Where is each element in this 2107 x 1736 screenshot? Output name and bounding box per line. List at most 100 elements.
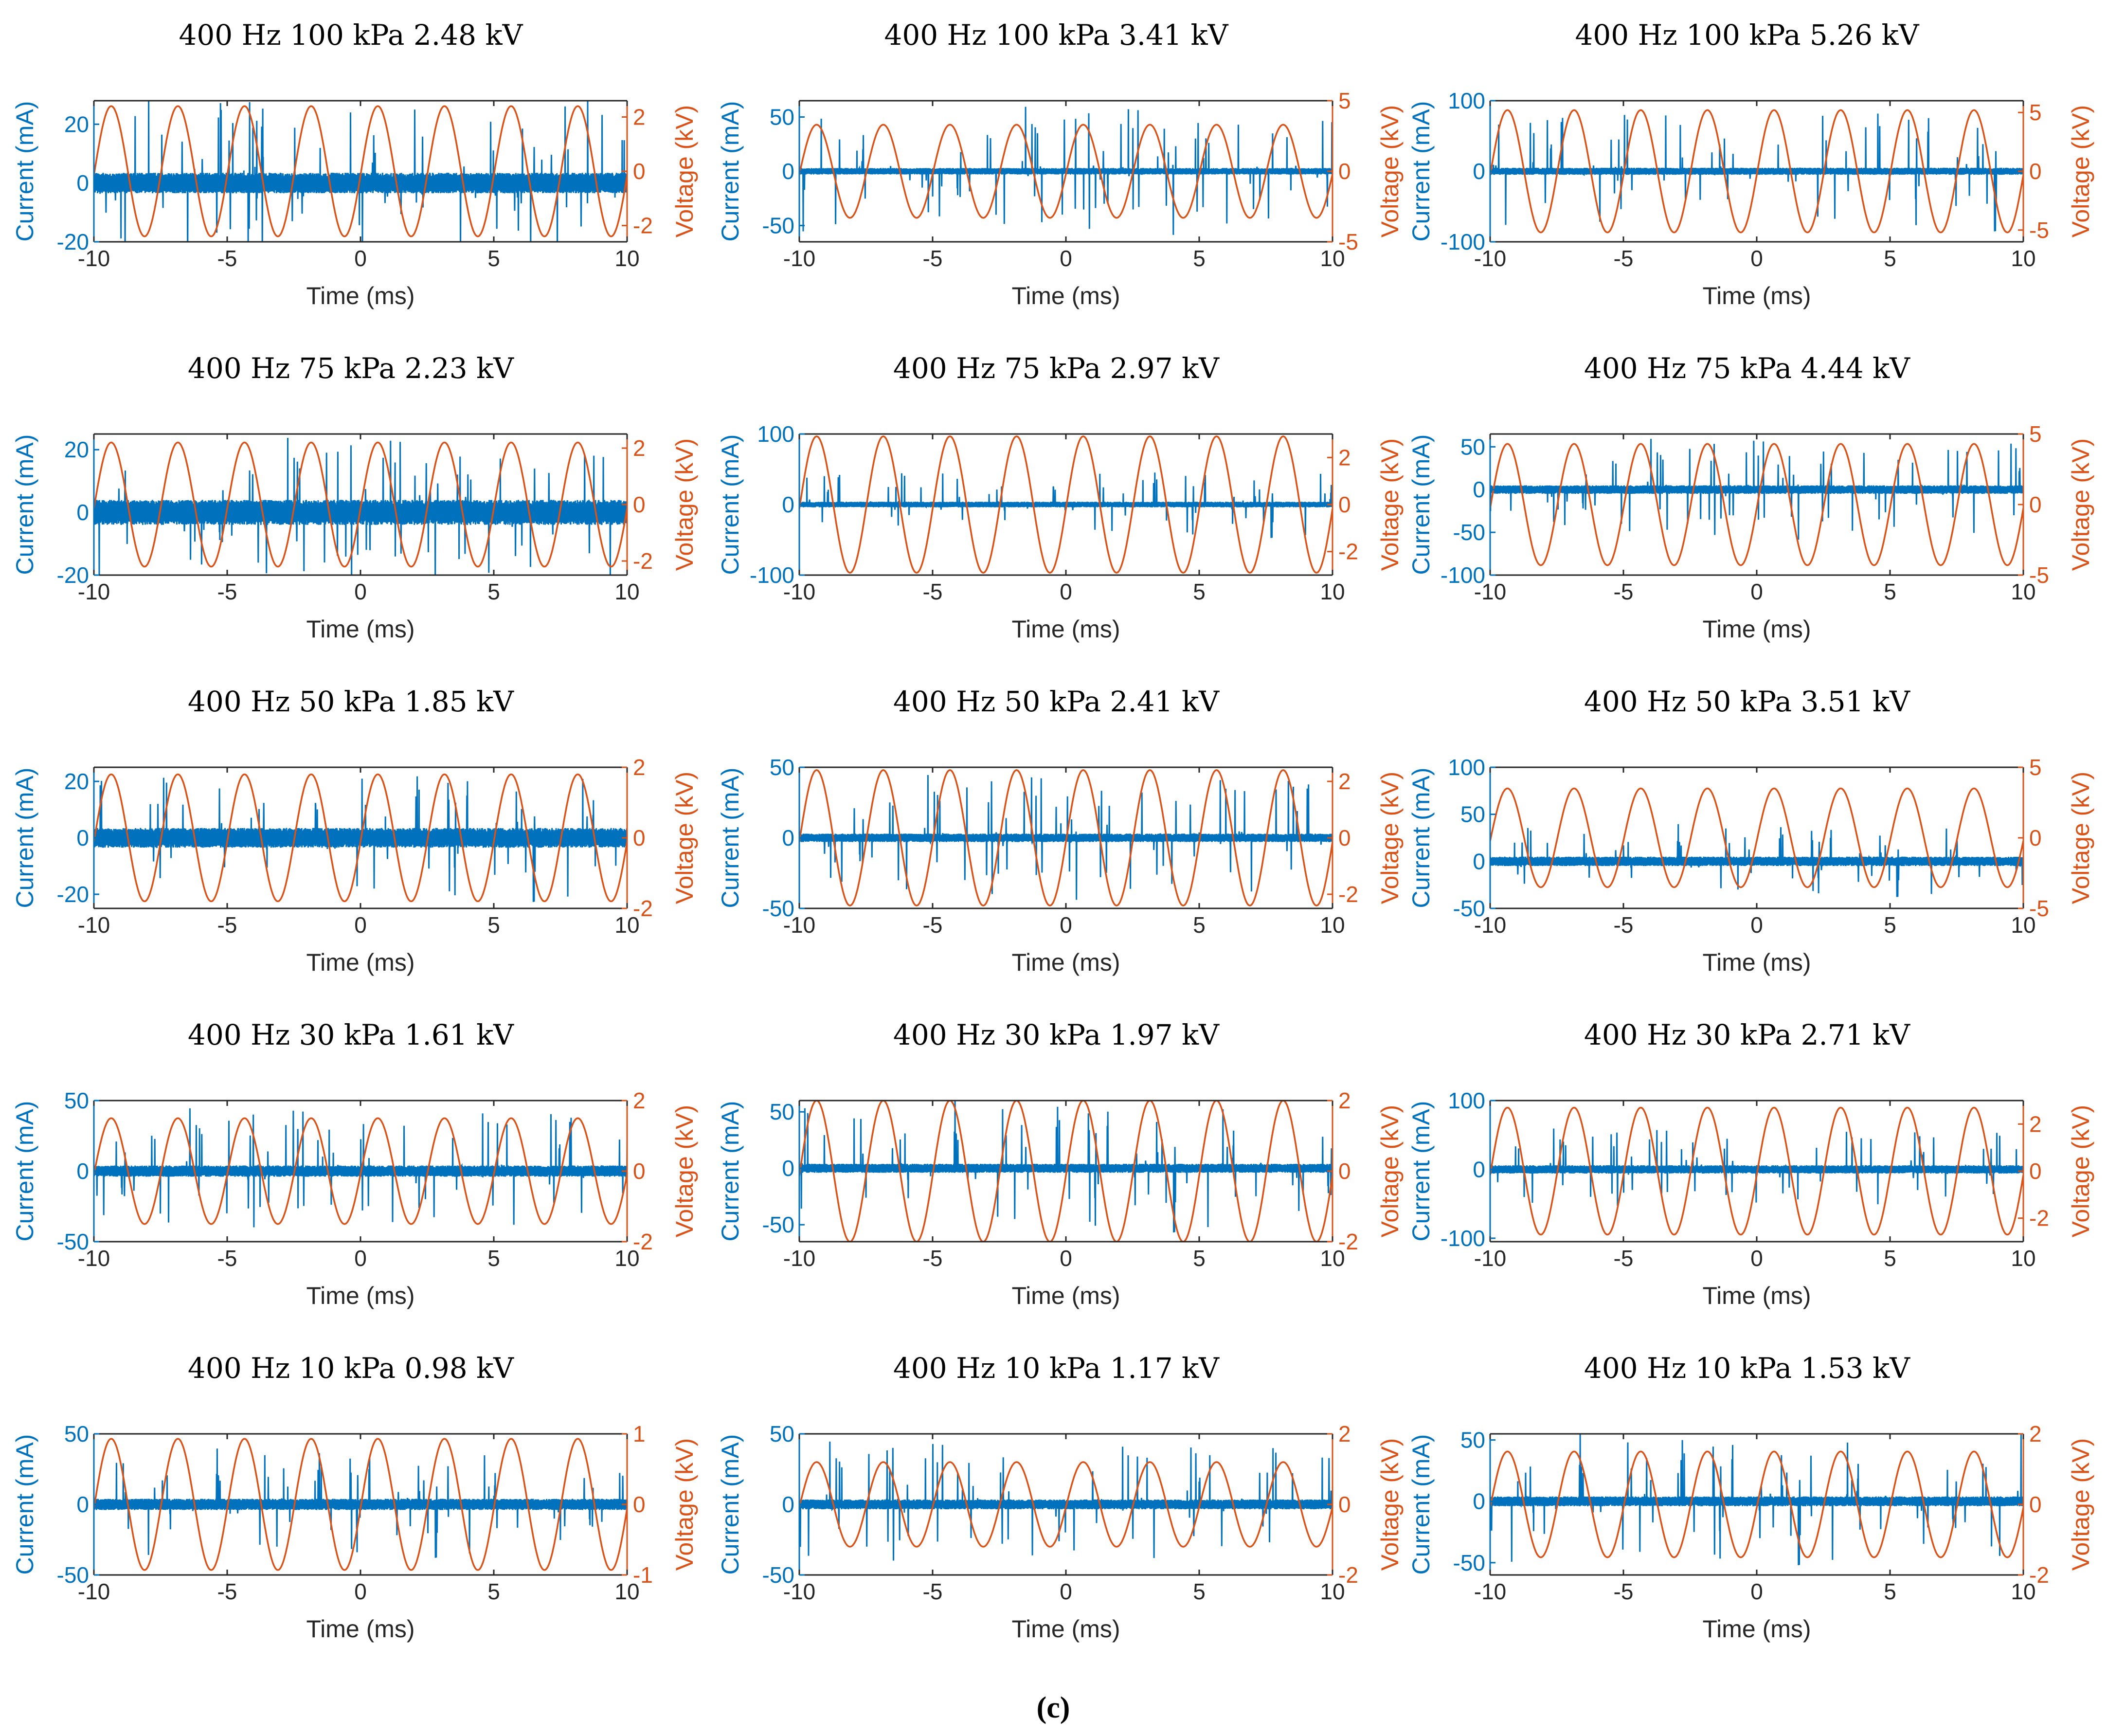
voltage-tick-label: 2: [1338, 445, 1351, 470]
x-tick-label: 5: [487, 1579, 500, 1604]
current-axis-label: Current (mA): [11, 101, 38, 242]
voltage-axis-label: Voltage (kV): [2067, 438, 2094, 571]
current-tick-label: 0: [1473, 1489, 1485, 1514]
current-tick-label: 20: [64, 769, 89, 794]
subplot-title: 400 Hz 50 kPa 1.85 kV: [188, 685, 514, 718]
voltage-tick-label: 5: [2029, 100, 2042, 125]
x-tick-label: -5: [923, 1579, 943, 1604]
voltage-series: [94, 773, 627, 903]
subplot-title: 400 Hz 50 kPa 3.51 kV: [1584, 685, 1910, 718]
x-tick-label: -10: [78, 246, 110, 271]
voltage-tick-label: 5: [2029, 755, 2042, 780]
current-tick-label: 100: [1448, 755, 1485, 780]
x-tick-label: 0: [1060, 579, 1072, 604]
x-tick-label: 10: [614, 579, 639, 604]
subplot-title: 400 Hz 100 kPa 5.26 kV: [1575, 18, 1919, 52]
current-series: [1490, 1128, 2023, 1206]
x-tick-label: -10: [78, 1246, 110, 1271]
subplot: 400 Hz 100 kPa 5.26 kV -10 -5 0 5 10 -100 0 100 -…: [1407, 18, 2094, 309]
current-axis-label: Current (mA): [717, 1101, 744, 1242]
current-tick-label: 20: [64, 111, 89, 137]
current-tick-label: -20: [57, 562, 89, 588]
x-axis-label: Time (ms): [1702, 949, 1811, 976]
voltage-series: [1490, 1106, 2023, 1236]
current-series: [94, 1448, 627, 1558]
x-axis-label: Time (ms): [1011, 1615, 1120, 1643]
voltage-axis-label: Voltage (kV): [2067, 105, 2094, 237]
subplot-title: 400 Hz 10 kPa 1.53 kV: [1584, 1352, 1910, 1385]
voltage-tick-label: -2: [2029, 1206, 2049, 1231]
x-tick-label: 0: [1750, 1246, 1763, 1271]
voltage-tick-label: -2: [2029, 1562, 2049, 1588]
current-tick-label: 0: [1473, 1157, 1485, 1182]
x-axis-label: Time (ms): [306, 1282, 414, 1309]
subplot: 400 Hz 75 kPa 2.23 kV-10 -5 0 5 10-20020-202…: [11, 352, 698, 643]
current-series: [799, 1101, 1333, 1233]
voltage-tick-label: 2: [2029, 1421, 2042, 1447]
x-axis-label: Time (ms): [1011, 949, 1120, 976]
x-axis-label: Time (ms): [306, 282, 414, 309]
voltage-axis-label: Voltage (kV): [671, 772, 698, 904]
voltage-tick-label: -2: [633, 896, 653, 921]
current-tick-label: -50: [762, 213, 794, 238]
subplot: 400 Hz 30 kPa 1.61 kV-10 -5 0 5 10-50050-202…: [11, 1018, 698, 1309]
x-tick-label: -10: [1474, 912, 1506, 938]
voltage-tick-label: 0: [633, 492, 646, 517]
x-tick-label: -5: [923, 1246, 943, 1271]
current-tick-label: 50: [770, 755, 794, 780]
voltage-tick-label: 0: [2029, 1492, 2042, 1517]
current-series: [94, 1108, 627, 1228]
x-tick-label: 5: [1884, 246, 1896, 271]
subplot-title: 400 Hz 100 kPa 2.48 kV: [179, 18, 523, 52]
voltage-tick-label: 0: [1338, 492, 1351, 517]
voltage-tick-label: 0: [633, 825, 646, 850]
voltage-tick-label: 0: [1338, 825, 1351, 850]
current-tick-label: -20: [57, 882, 89, 907]
voltage-tick-label: -1: [633, 1562, 653, 1588]
x-tick-label: -5: [1614, 246, 1634, 271]
current-tick-label: 50: [770, 1099, 794, 1124]
current-tick-label: 0: [782, 159, 794, 184]
voltage-tick-label: 2: [1338, 769, 1351, 794]
current-axis-label: Current (mA): [11, 434, 38, 575]
current-axis-label: Current (mA): [1407, 768, 1435, 908]
x-tick-label: 0: [354, 579, 367, 604]
current-tick-label: 50: [1460, 802, 1485, 827]
x-tick-label: -10: [783, 579, 815, 604]
x-tick-label: 10: [614, 246, 639, 271]
x-tick-label: 0: [354, 1579, 367, 1604]
current-tick-label: 0: [76, 1158, 89, 1184]
voltage-tick-label: 0: [633, 1492, 646, 1517]
current-tick-label: 0: [76, 825, 89, 850]
x-tick-label: -5: [217, 912, 237, 938]
x-tick-label: 5: [1193, 579, 1206, 604]
current-tick-label: 100: [1448, 1088, 1485, 1113]
current-tick-label: 0: [76, 500, 89, 525]
voltage-axis-label: Voltage (kV): [1376, 105, 1404, 237]
x-tick-label: -10: [1474, 579, 1506, 604]
figure-caption: (c): [1037, 1691, 1070, 1724]
current-tick-label: -50: [57, 1562, 89, 1588]
current-axis-label: Current (mA): [717, 434, 744, 575]
subplot: 400 Hz 50 kPa 3.51 kV-10 -5 0 5 10-50050100-…: [1407, 685, 2094, 976]
x-tick-label: 0: [1750, 246, 1763, 271]
x-tick-label: 5: [1884, 579, 1896, 604]
voltage-axis-label: Voltage (kV): [1376, 438, 1404, 571]
x-tick-label: -5: [217, 1579, 237, 1604]
voltage-axis-label: Voltage (kV): [671, 1438, 698, 1571]
x-axis-label: Time (ms): [306, 1615, 414, 1643]
x-axis-label: Time (ms): [1702, 1615, 1811, 1643]
subplot: 400 Hz 50 kPa 1.85 kV-10 -5 0 5 10-20020-202…: [11, 685, 698, 976]
x-tick-label: -10: [1474, 246, 1506, 271]
current-axis-label: Current (mA): [717, 101, 744, 242]
voltage-series: [1490, 443, 2023, 566]
x-axis-label: Time (ms): [306, 615, 414, 643]
x-tick-label: 5: [487, 579, 500, 604]
current-series: [94, 101, 627, 242]
current-axis-label: Current (mA): [11, 1434, 38, 1575]
x-tick-label: 0: [1750, 912, 1763, 938]
x-axis-label: Time (ms): [306, 949, 414, 976]
x-tick-label: -10: [783, 1246, 815, 1271]
subplot: 400 Hz 10 kPa 1.17 kV-10 -5 0 5 10-50050-202…: [717, 1352, 1404, 1643]
voltage-series: [94, 1117, 627, 1225]
